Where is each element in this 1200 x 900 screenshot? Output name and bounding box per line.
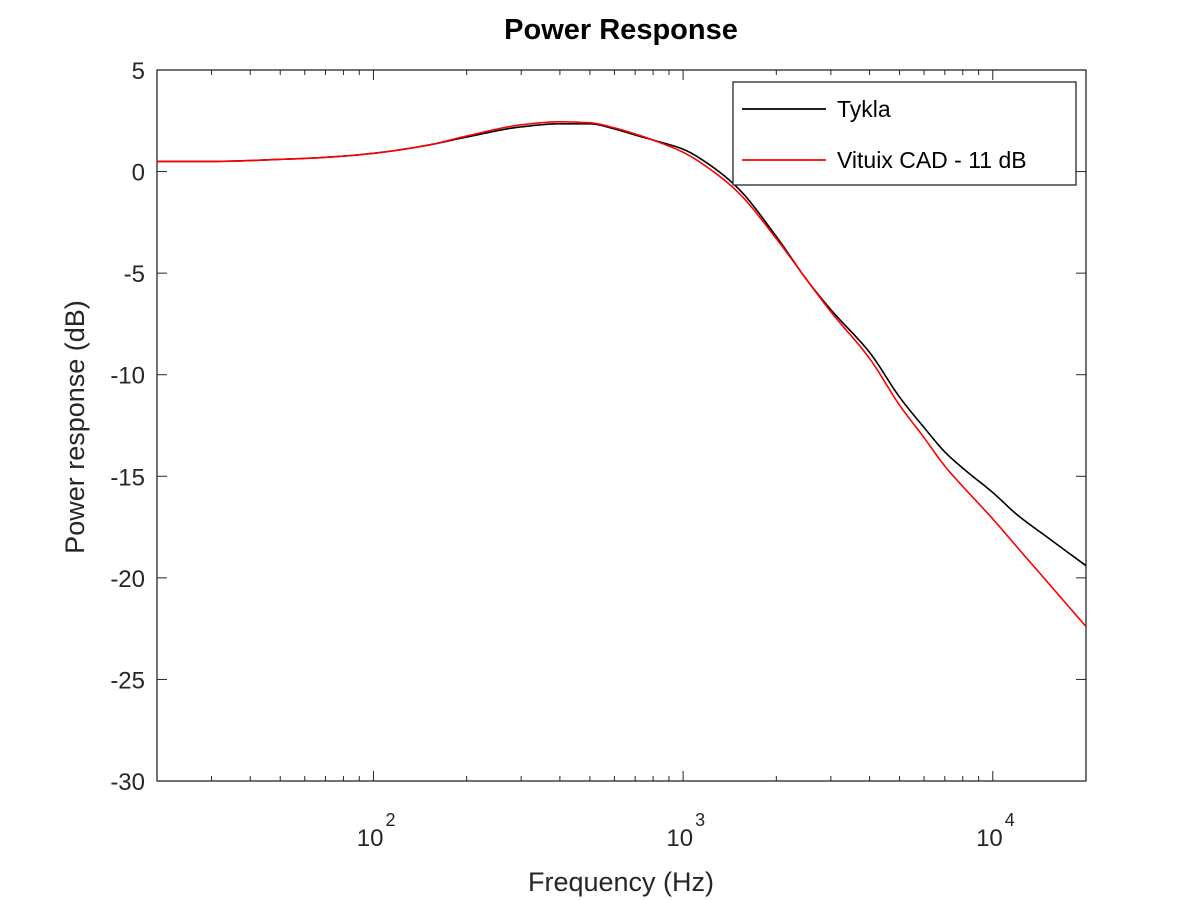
y-axis-label: Power response (dB): [60, 300, 90, 554]
x-axis-label: Frequency (Hz): [528, 867, 714, 897]
y-tick-label: -15: [110, 464, 145, 491]
series-group: [157, 121, 1086, 628]
x-tick-label-base: 10: [976, 825, 1003, 852]
x-tick-label-exponent: 2: [385, 810, 395, 830]
legend-label: Vituix CAD - 11 dB: [837, 147, 1027, 173]
y-tick-label: -5: [124, 261, 145, 288]
axes-box: [156, 69, 1087, 782]
x-tick-label-base: 10: [666, 825, 693, 852]
y-tick-label: -20: [110, 566, 145, 593]
y-tick-label: -25: [110, 667, 145, 694]
x-tick-label-base: 10: [357, 825, 384, 852]
x-tick-label-exponent: 3: [695, 810, 705, 830]
legend-box: [732, 81, 1077, 186]
legend-label: Tykla: [837, 96, 891, 122]
legend: Tykla Vituix CAD - 11 dB: [732, 81, 1077, 186]
y-tick-label: 0: [132, 160, 145, 187]
y-tick-label: 5: [132, 58, 145, 85]
y-tick-label: -30: [110, 769, 145, 796]
y-tick-label: -10: [110, 363, 145, 390]
chart-title: Power Response: [504, 14, 738, 46]
x-tick-label-exponent: 4: [1005, 810, 1015, 830]
series-line-vituix-cad: [157, 121, 1086, 628]
